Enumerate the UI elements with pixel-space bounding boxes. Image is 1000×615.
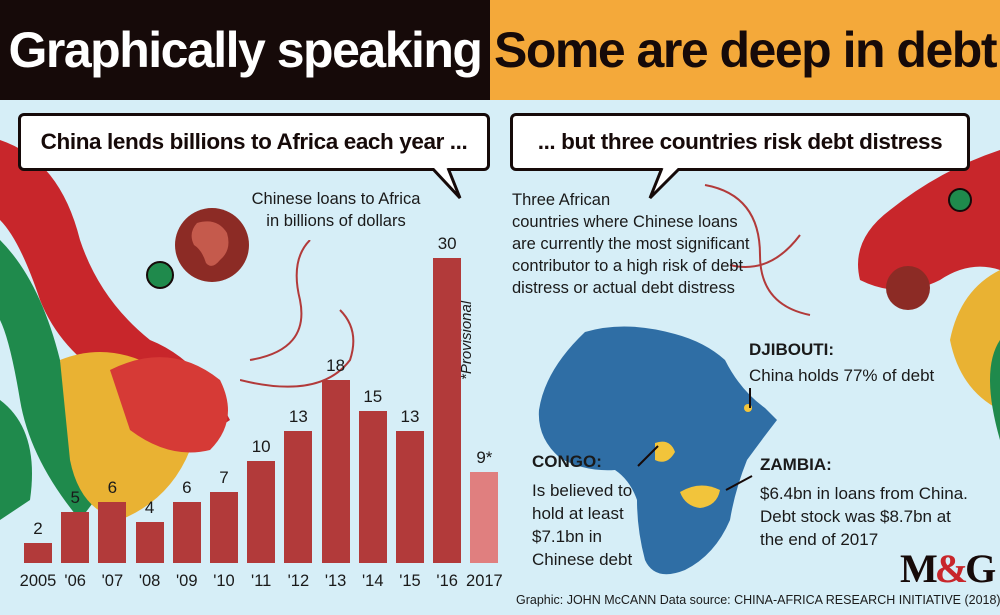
chart-caption-line: Chinese loans to Africa <box>251 190 421 208</box>
footer-credit: Graphic: JOHN McCANN Data source: CHINA-… <box>516 593 1000 607</box>
bar-'14 <box>358 410 387 563</box>
left-bubble-tail <box>430 168 462 200</box>
globe-icon <box>175 208 249 282</box>
congo-line: Chinese debt <box>532 550 633 569</box>
logo-m: M <box>900 546 938 591</box>
congo-title: CONGO: <box>532 452 602 471</box>
bar-value-label: 15 <box>363 386 383 406</box>
right-description: Three African countries where Chinese lo… <box>512 189 782 299</box>
bar-value-label: 4 <box>144 498 155 518</box>
bar-value-label: 30 <box>437 234 457 253</box>
bar-'15 <box>396 430 424 563</box>
bar-value-label: 6 <box>107 478 118 497</box>
x-tick-label: '13 <box>324 572 347 590</box>
description-line: countries where Chinese loans <box>512 213 738 231</box>
x-tick-label: '15 <box>399 572 421 590</box>
djibouti-text: China holds 77% of debt <box>749 366 935 385</box>
mg-logo: M&G <box>900 545 996 592</box>
x-tick-label: 2005 <box>19 572 57 590</box>
left-speech-bubble: China lends billions to Africa each year… <box>18 113 490 171</box>
bar-value-label: 18 <box>326 356 346 375</box>
x-tick-label: 2017 <box>466 572 503 590</box>
right-bubble-tail <box>648 168 682 200</box>
bar-'08 <box>135 522 164 563</box>
bar-value-label: 2 <box>33 518 43 538</box>
bar-value-label: 13 <box>288 406 308 426</box>
bar-'12 <box>284 430 313 563</box>
bar-'13 <box>321 380 350 563</box>
dragon-illustration-right <box>858 150 1000 440</box>
x-tick-label: '14 <box>362 572 384 590</box>
callout-lines <box>637 388 753 491</box>
x-tick-label: '07 <box>101 572 124 590</box>
left-header-title: Graphically speaking <box>0 0 490 100</box>
whisker-lines <box>240 240 355 388</box>
zambia-line: Debt stock was $8.7bn at <box>760 507 951 526</box>
description-line: are currently the most significant <box>512 235 750 253</box>
x-tick-label: '10 <box>213 572 235 590</box>
bar-'10 <box>210 491 238 563</box>
africa-map <box>538 326 777 575</box>
congo-line: hold at least <box>532 504 624 523</box>
bar-value-label: 7 <box>219 467 229 487</box>
right-speech-bubble: ... but three countries risk debt distre… <box>510 113 970 171</box>
congo-text: Is believed to hold at least $7.1bn in C… <box>532 479 632 571</box>
x-tick-label: '09 <box>176 572 198 590</box>
bar-'06 <box>61 512 90 563</box>
x-tick-label: '08 <box>138 572 161 590</box>
bar-value-label: 10 <box>251 437 271 457</box>
zambia-title: ZAMBIA: <box>760 455 832 474</box>
bar-'11 <box>247 461 276 563</box>
right-header-title: Some are deep in debt <box>490 0 1000 100</box>
x-tick-label: '06 <box>64 572 86 590</box>
congo-line: Is believed to <box>532 481 633 500</box>
congo-line: $7.1bn in <box>532 527 602 546</box>
description-line: contributor to a high risk of debt <box>512 257 744 275</box>
bar-'07 <box>98 502 127 563</box>
x-tick-label: '11 <box>251 572 272 590</box>
bar-'16 <box>433 258 462 563</box>
chart-caption-line: in billions of dollars <box>266 212 406 230</box>
dragon-illustration-left <box>0 140 230 520</box>
bar-2017 <box>470 471 499 563</box>
logo-amp: & <box>934 546 968 591</box>
description-line: Three African <box>512 191 611 209</box>
bar-value-label: 5 <box>70 488 80 508</box>
chart-caption: Chinese loans to Africa in billions of d… <box>226 188 446 232</box>
djibouti-title: DJIBOUTI: <box>749 340 834 359</box>
x-tick-label: '12 <box>287 572 310 590</box>
zambia-line: $6.4bn in loans from China. <box>760 484 968 503</box>
bar-value-label: 9* <box>476 447 493 467</box>
logo-g: G <box>965 546 996 591</box>
bar-2005 <box>24 542 52 563</box>
x-tick-label: '16 <box>436 572 458 590</box>
bar-value-label: 13 <box>400 406 420 426</box>
zambia-line: the end of 2017 <box>760 530 879 549</box>
zambia-text: $6.4bn in loans from China. Debt stock w… <box>760 482 968 551</box>
bar-'09 <box>172 502 201 563</box>
bar-value-label: 6 <box>182 478 192 497</box>
whisker-lines-right <box>704 184 811 316</box>
description-line: distress or actual debt distress <box>512 279 735 297</box>
